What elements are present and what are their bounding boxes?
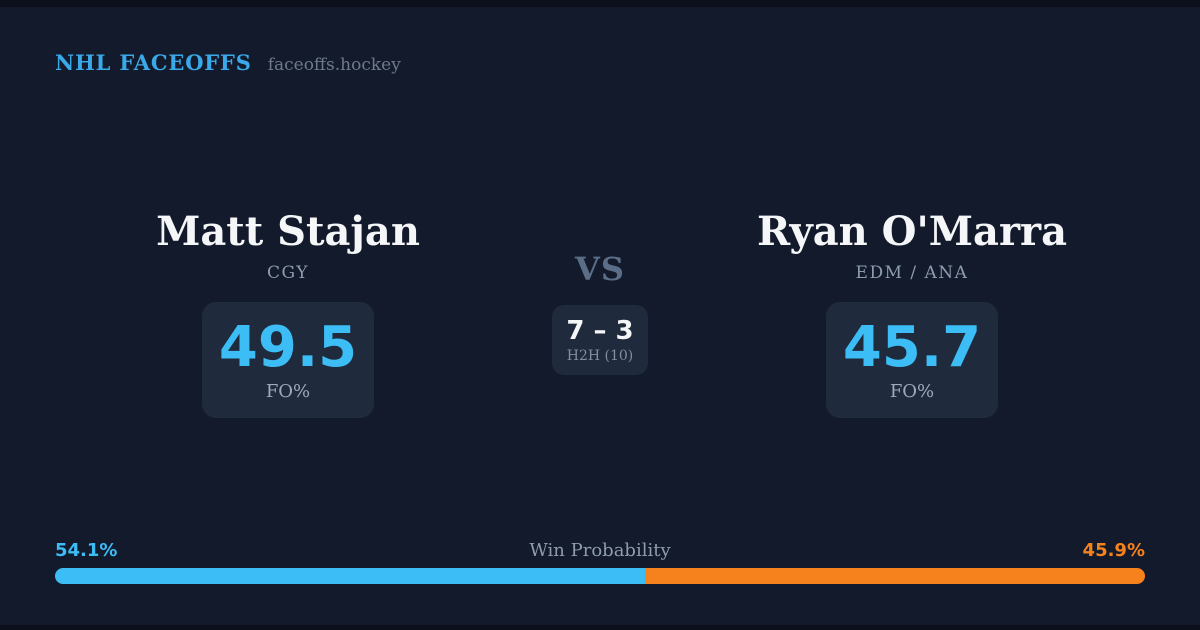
versus-column: VS 7 – 3 H2H (10) <box>500 250 700 376</box>
win-probability-left-pct: 54.1% <box>55 540 118 561</box>
player-right-fo-label: FO% <box>889 380 935 402</box>
player-left-fo-value: 49.5 <box>218 314 358 380</box>
win-probability-title: Win Probability <box>529 540 671 561</box>
top-border <box>0 0 1200 7</box>
player-left-team: CGY <box>266 263 309 283</box>
win-probability-right-pct: 45.9% <box>1082 540 1145 561</box>
head-to-head-score: 7 – 3 <box>566 316 634 347</box>
vs-label: VS <box>575 250 625 288</box>
player-left-fo-label: FO% <box>265 380 311 402</box>
header: NHL FACEOFFS faceoffs.hockey <box>55 50 401 75</box>
head-to-head-box: 7 – 3 H2H (10) <box>552 305 648 376</box>
head-to-head-label: H2H (10) <box>566 348 634 365</box>
bottom-border <box>0 625 1200 630</box>
brand-logo-text: NHL FACEOFFS <box>55 50 252 75</box>
player-right-team: EDM / ANA <box>855 263 969 283</box>
player-right-column: Ryan O'Marra EDM / ANA 45.7 FO% <box>712 210 1112 418</box>
win-probability-fill-left <box>55 568 645 584</box>
player-left-stat-card: 49.5 FO% <box>202 301 374 418</box>
player-right-fo-value: 45.7 <box>842 314 982 380</box>
player-right-name: Ryan O'Marra <box>756 208 1068 255</box>
win-probability-fill-right <box>644 568 1145 584</box>
player-left-name: Matt Stajan <box>156 208 420 255</box>
player-right-stat-card: 45.7 FO% <box>826 301 998 418</box>
player-left-column: Matt Stajan CGY 49.5 FO% <box>88 210 488 418</box>
win-probability-labels: 54.1% Win Probability 45.9% <box>55 540 1145 562</box>
win-probability-bar <box>55 568 1145 584</box>
site-url-text: faceoffs.hockey <box>267 55 401 75</box>
